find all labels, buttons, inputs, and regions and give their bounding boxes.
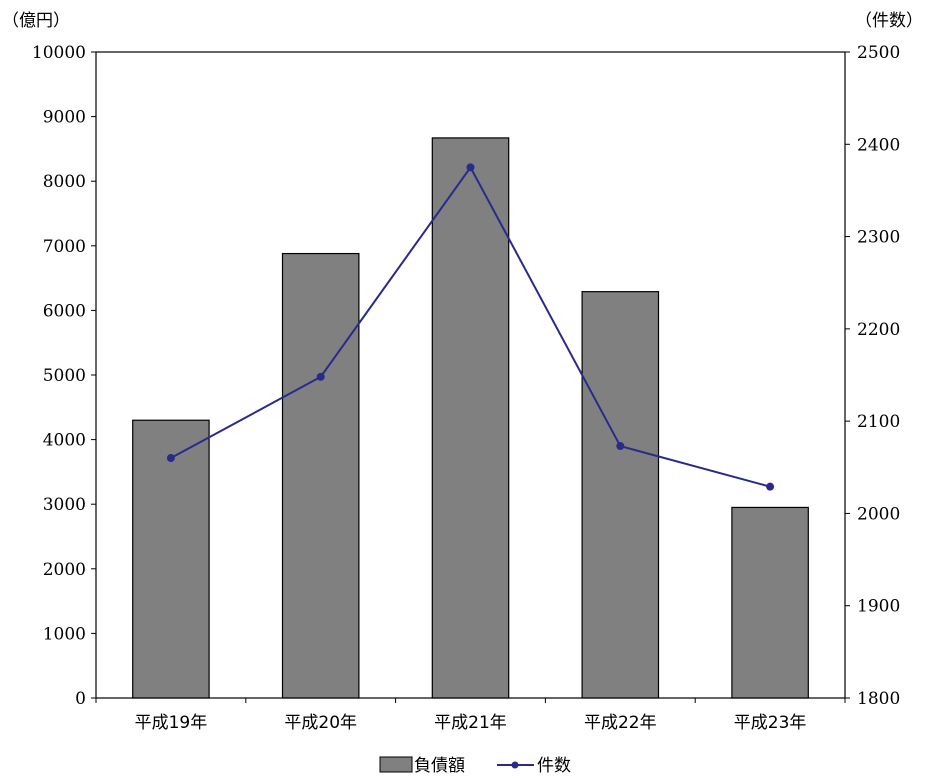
bar-debt	[281, 252, 360, 699]
left-axis-tick-label: 10000	[32, 43, 86, 63]
bar-debt	[731, 506, 809, 699]
legend-label-debt: 負債額	[414, 756, 465, 776]
left-axis-tick-label: 4000	[43, 431, 86, 451]
point-count	[466, 163, 475, 172]
right-axis-tick-label: 2500	[857, 43, 900, 63]
category-label: 平成19年	[135, 713, 208, 733]
bar-debt	[581, 291, 660, 699]
right-axis-tick-label: 2100	[857, 412, 900, 432]
left-axis-tick-label: 8000	[43, 172, 86, 192]
left-axis-tick-label: 9000	[43, 108, 86, 128]
legend-swatch-debt	[379, 756, 413, 773]
bar-debt	[132, 419, 210, 699]
left-axis-tick-label: 6000	[43, 301, 86, 321]
point-count	[616, 442, 625, 451]
right-axis-tick-label: 2200	[857, 320, 900, 340]
right-axis-unit: （件数）	[855, 11, 923, 31]
right-axis-tick-label: 2400	[857, 135, 900, 155]
legend: 負債額 件数	[379, 756, 571, 776]
left-axis-tick-label: 0	[75, 689, 86, 709]
point-count	[766, 482, 775, 491]
right-axis-tick-label: 2300	[857, 228, 900, 248]
left-axis-tick-label: 2000	[43, 560, 86, 580]
point-count	[316, 372, 325, 381]
category-label: 平成20年	[284, 713, 357, 733]
category-label: 平成21年	[434, 713, 507, 733]
right-axis-tick-label: 1800	[857, 689, 900, 709]
legend-label-count: 件数	[537, 756, 571, 776]
right-axis-tick-label: 2000	[857, 504, 900, 524]
point-count	[166, 454, 175, 463]
category-label: 平成22年	[584, 713, 657, 733]
legend-marker-count	[511, 761, 519, 769]
bar-debt	[431, 137, 510, 699]
right-axis-tick-label: 1900	[857, 597, 900, 617]
category-label: 平成23年	[734, 713, 807, 733]
left-axis-tick-label: 3000	[43, 495, 86, 515]
left-axis-tick-label: 5000	[43, 366, 86, 386]
left-axis-unit: （億円）	[2, 11, 70, 31]
left-axis-tick-label: 1000	[43, 624, 86, 644]
left-axis-tick-label: 7000	[43, 237, 86, 257]
